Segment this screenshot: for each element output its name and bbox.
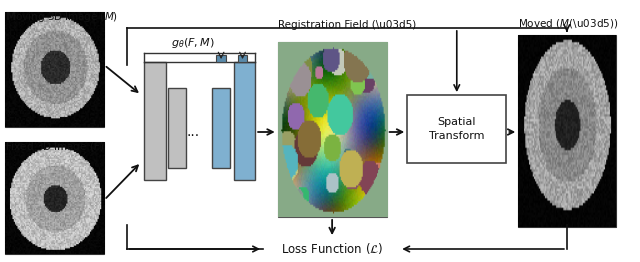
Bar [5, 12, 104, 127]
Bar [278, 42, 387, 217]
Text: Moved ($\it{M}$(\u03d5)): Moved ($\it{M}$(\u03d5)) [518, 17, 618, 30]
Text: Fixed 3D Image ($\it{F}$): Fixed 3D Image ($\it{F}$) [5, 140, 104, 154]
Bar [5, 142, 104, 254]
Bar [216, 55, 226, 62]
Bar [168, 88, 186, 168]
Bar [212, 88, 230, 168]
Bar [518, 35, 616, 227]
Text: ...: ... [186, 125, 200, 139]
Bar [237, 55, 248, 62]
Text: Loss Function ($\mathcal{L}$): Loss Function ($\mathcal{L}$) [281, 242, 383, 256]
Bar [144, 62, 166, 180]
Bar [234, 62, 255, 180]
Text: Registration Field (\u03d5): Registration Field (\u03d5) [278, 20, 416, 30]
Text: Spatial
Transform: Spatial Transform [429, 117, 484, 141]
Text: $g_\theta(F,M)$: $g_\theta(F,M)$ [171, 36, 214, 50]
Bar [407, 95, 506, 163]
Text: $\mathbf{M}$oving 3D Image ($\it{M}$): $\mathbf{M}$oving 3D Image ($\it{M}$) [5, 10, 118, 24]
